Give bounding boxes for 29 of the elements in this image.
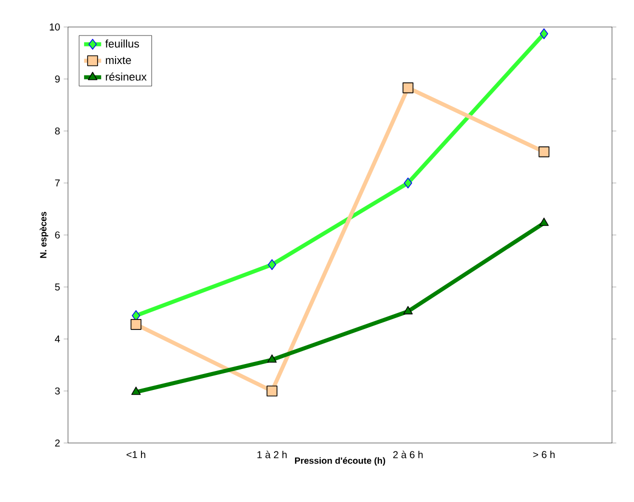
y-tick-label: 7 [55, 180, 60, 186]
point [402, 82, 414, 94]
y-tick-label: 6 [55, 231, 60, 239]
y-axis-title: N. espèces [40, 212, 48, 258]
point [268, 259, 276, 270]
point [266, 386, 278, 396]
point [404, 178, 412, 188]
y-tick-label: 10 [50, 23, 60, 31]
point [539, 218, 549, 226]
x-tick-label: 1 à 2 h [257, 450, 287, 458]
point [267, 354, 277, 363]
legend-label: feuillus [105, 40, 139, 48]
y-tick-label: 9 [55, 75, 60, 83]
point [403, 306, 413, 314]
point [130, 319, 142, 330]
point [540, 28, 548, 40]
x-tick-label: <1 h [126, 450, 146, 458]
point [538, 146, 550, 158]
legend-label: résineux [106, 72, 147, 81]
y-tick-label: 8 [55, 127, 60, 135]
legend-label: mixte [106, 56, 131, 64]
x-axis-title: Pression d'écoute (h) [295, 457, 386, 466]
point [131, 386, 141, 395]
y-tick-label: 2 [55, 439, 60, 446]
x-tick-label: > 6 h [533, 450, 555, 458]
y-tick-label: 3 [55, 387, 60, 395]
x-tick-label: 2 à 6 h [393, 450, 423, 458]
y-tick-label: 4 [54, 336, 60, 342]
y-tick-label: 5 [55, 283, 60, 290]
